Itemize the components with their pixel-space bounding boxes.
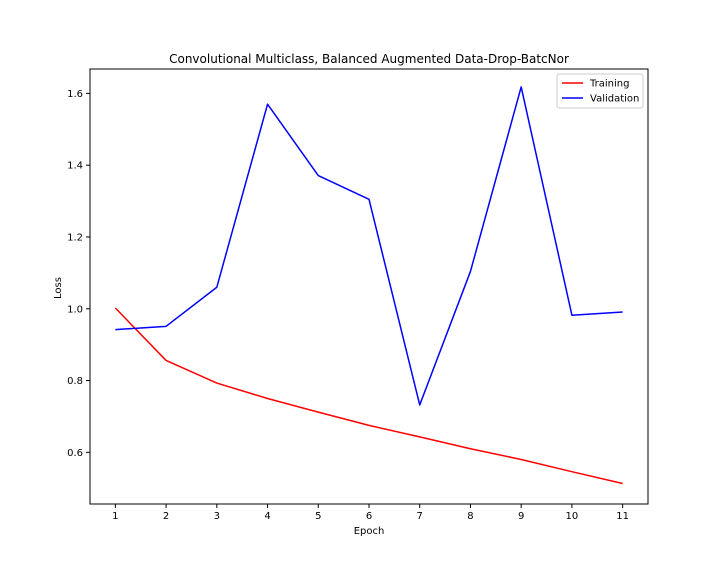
series-lines: [114, 86, 623, 485]
legend-validation-label: Validation: [590, 94, 639, 105]
chart-title: Convolutional Multiclass, Balanced Augme…: [169, 52, 569, 66]
x-tick-label: 1: [112, 511, 118, 522]
x-tick-label: 4: [264, 511, 270, 522]
y-tick-label: 1.2: [67, 232, 83, 243]
y-tick-label: 0.8: [67, 376, 83, 387]
x-tick-label: 3: [214, 511, 220, 522]
x-tick-label: 6: [366, 511, 372, 522]
y-tick-label: 0.6: [67, 448, 83, 459]
y-tick-label: 1.6: [67, 89, 83, 100]
legend-training-label: Training: [589, 79, 629, 90]
plot-area: [89, 68, 649, 505]
x-tick-label: 7: [417, 511, 423, 522]
x-tick-label: 8: [467, 511, 473, 522]
x-axis: 1 2 3 4 5 6 7 8 9 10 11: [112, 504, 629, 522]
x-tick-label: 2: [163, 511, 169, 522]
series-line-training: [114, 307, 623, 485]
y-axis-label: Loss: [53, 277, 64, 299]
x-tick-label: 5: [315, 511, 321, 522]
y-axis: 0.6 0.8 1.0 1.2 1.4 1.6: [67, 89, 90, 459]
x-axis-label: Epoch: [354, 526, 385, 537]
y-tick-label: 1.0: [67, 304, 83, 315]
legend: Training Validation: [556, 73, 644, 109]
series-line-validation: [115, 86, 623, 406]
x-tick-label: 11: [616, 511, 629, 522]
y-tick-label: 1.4: [67, 161, 83, 172]
x-tick-label: 10: [566, 511, 579, 522]
x-tick-label: 9: [518, 511, 524, 522]
